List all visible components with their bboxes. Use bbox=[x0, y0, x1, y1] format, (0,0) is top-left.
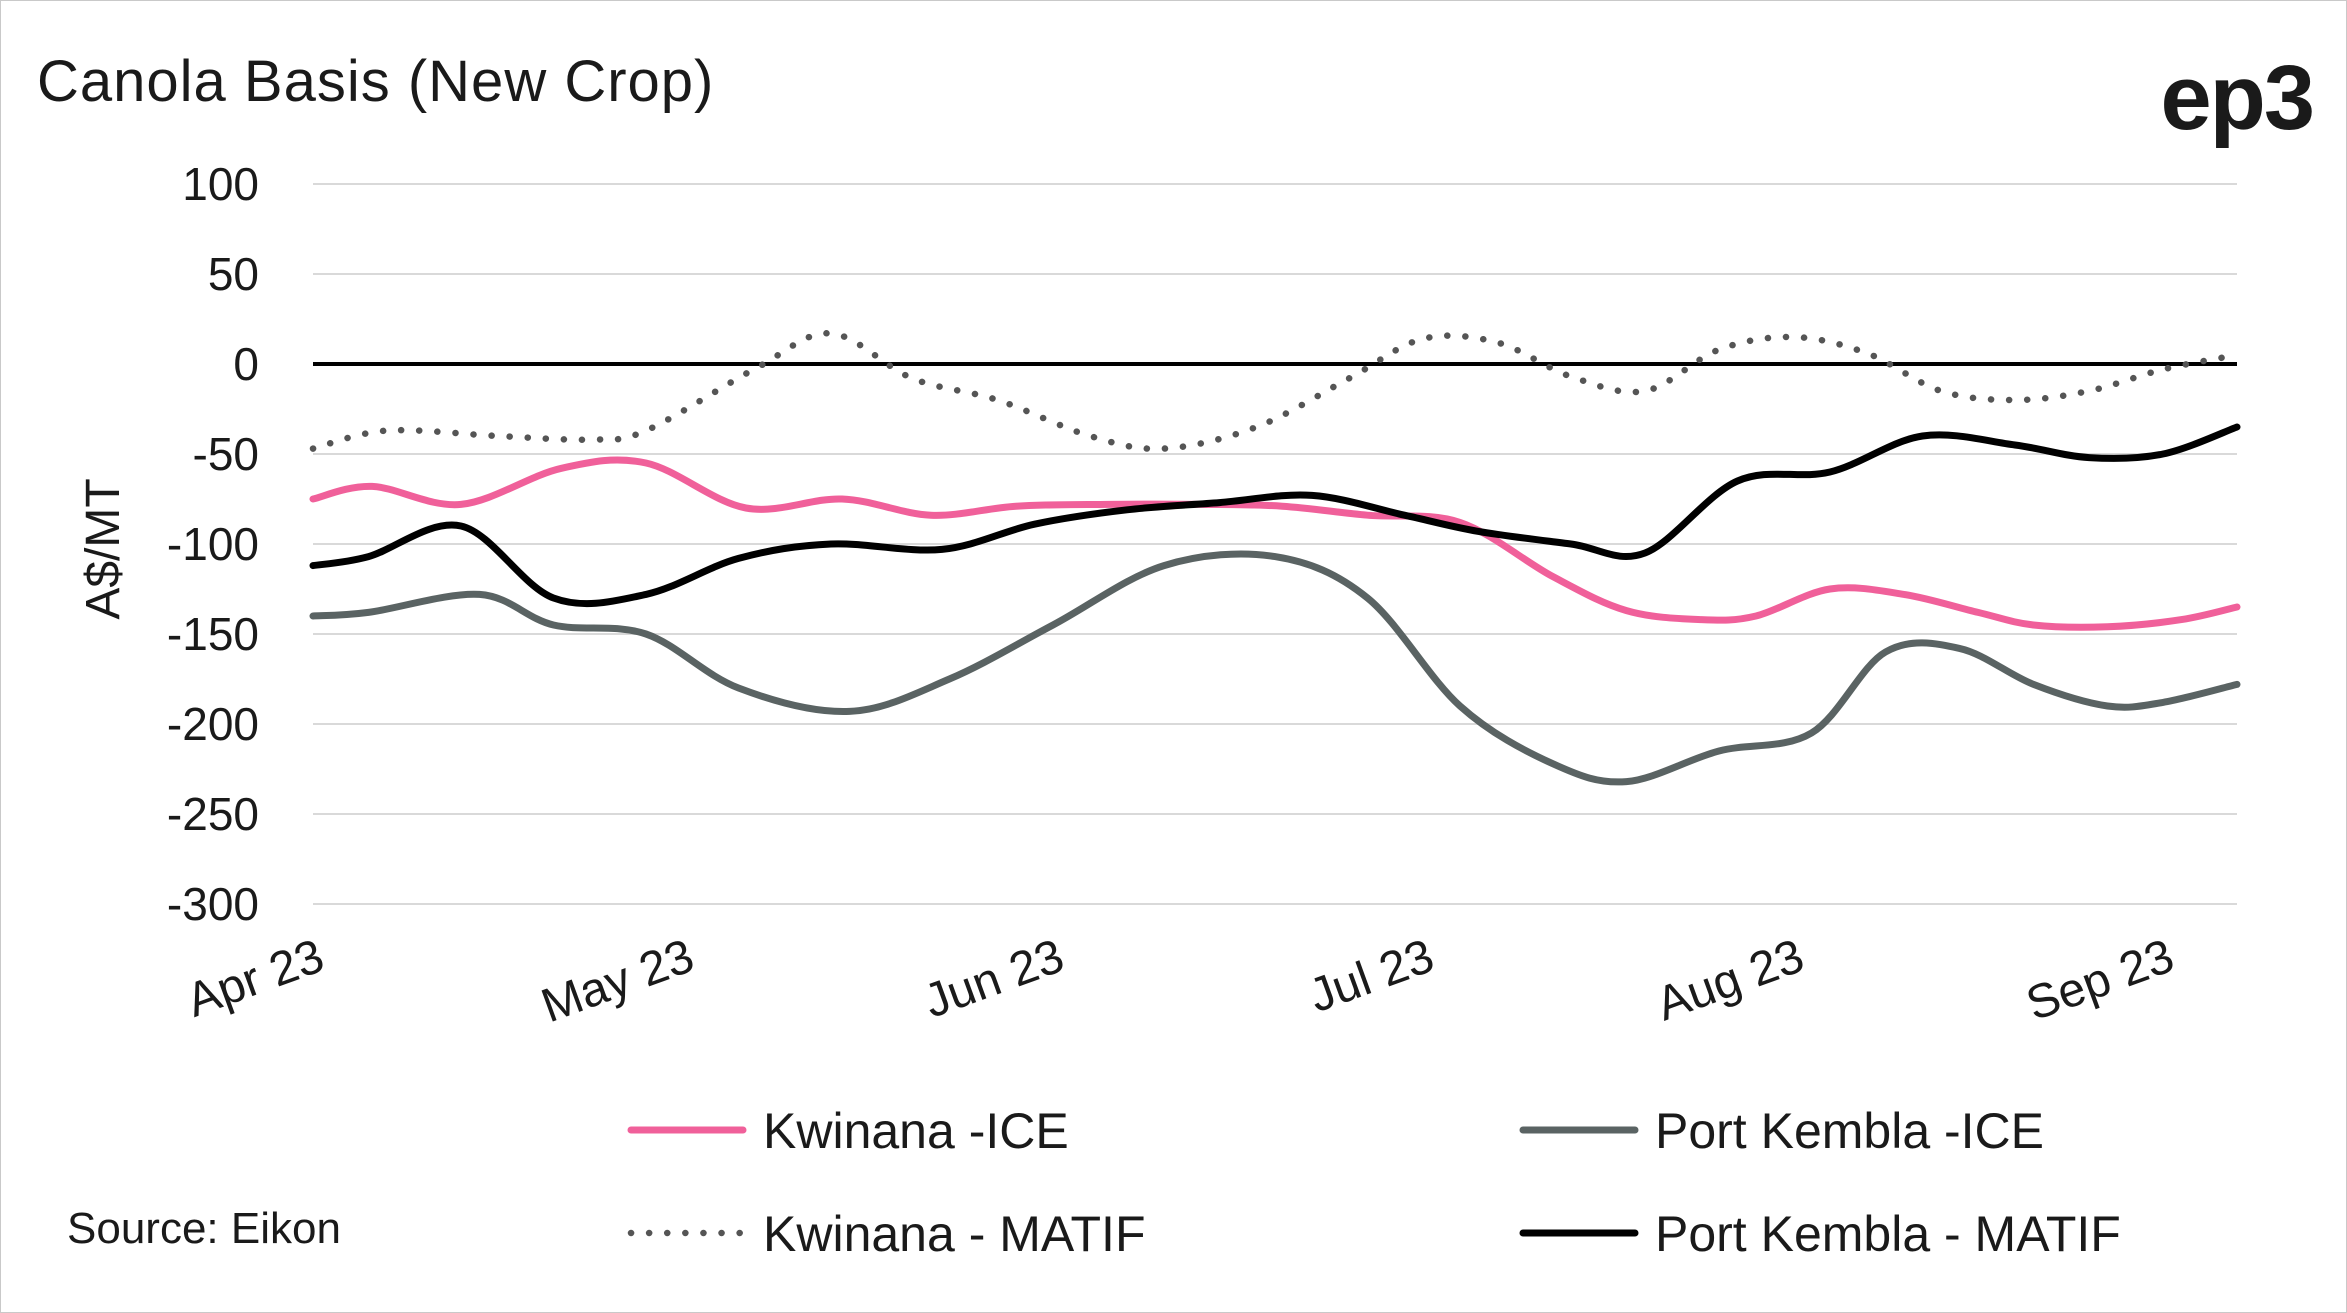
y-tick-label: -50 bbox=[193, 428, 259, 480]
series-line-port-kembla-ice bbox=[309, 550, 2241, 786]
y-tick-label: -200 bbox=[167, 698, 259, 750]
x-tick-label: Jul 23 bbox=[1302, 930, 1440, 1024]
brand-logo: ep3 bbox=[2160, 47, 2313, 149]
source-note: Source: Eikon bbox=[67, 1204, 341, 1253]
legend-label: Port Kembla - MATIF bbox=[1655, 1206, 2121, 1262]
y-tick-label: 100 bbox=[182, 158, 259, 210]
x-tick-label: Jun 23 bbox=[917, 930, 1071, 1029]
x-tick-label: Sep 23 bbox=[2020, 930, 2181, 1032]
legend-item-kwinana-ice: Kwinana -ICE bbox=[627, 1103, 1069, 1159]
y-tick-label: 0 bbox=[233, 338, 259, 390]
series-lines bbox=[309, 330, 2241, 786]
y-tick-label: -100 bbox=[167, 518, 259, 570]
series-line-kwinana-matif bbox=[309, 330, 2241, 453]
legend-item-port-kembla-ice: Port Kembla -ICE bbox=[1519, 1103, 2044, 1159]
y-tick-label: -150 bbox=[167, 608, 259, 660]
y-tick-label: -300 bbox=[167, 878, 259, 930]
legend-label: Kwinana - MATIF bbox=[763, 1206, 1146, 1262]
series-line-port-kembla-matif bbox=[309, 423, 2241, 608]
y-tick-label: 50 bbox=[208, 248, 259, 300]
legend: Kwinana -ICE Port Kembla -ICE Kwinana - MA… bbox=[627, 1103, 2121, 1262]
y-tick-label: -250 bbox=[167, 788, 259, 840]
y-axis-ticks: 100 50 0 -50 -100 -150 -200 -250 -300 bbox=[167, 158, 259, 930]
x-axis-ticks: Apr 23 May 23 Jun 23 Jul 23 Aug 23 Sep 23 bbox=[180, 930, 2181, 1034]
legend-label: Port Kembla -ICE bbox=[1655, 1103, 2044, 1159]
gridlines bbox=[313, 183, 2237, 905]
legend-label: Kwinana -ICE bbox=[763, 1103, 1069, 1159]
chart-title: Canola Basis (New Crop) bbox=[37, 49, 714, 114]
series-line-kwinana-ice bbox=[309, 456, 2241, 631]
legend-item-port-kembla-matif: Port Kembla - MATIF bbox=[1519, 1206, 2121, 1262]
legend-item-kwinana-matif: Kwinana - MATIF bbox=[627, 1206, 1146, 1262]
x-tick-label: Apr 23 bbox=[180, 930, 331, 1028]
y-axis-label: A$/MT bbox=[77, 478, 130, 619]
x-tick-label: May 23 bbox=[535, 930, 701, 1034]
x-tick-label: Aug 23 bbox=[1650, 930, 1811, 1032]
